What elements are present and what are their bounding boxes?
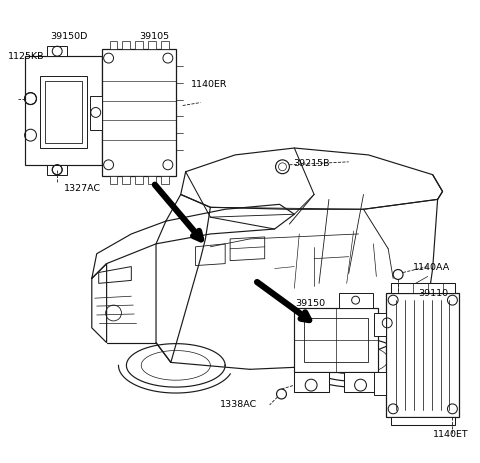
Polygon shape xyxy=(24,57,102,165)
Polygon shape xyxy=(161,42,169,50)
Polygon shape xyxy=(135,176,143,184)
Polygon shape xyxy=(304,318,369,363)
Text: 39105: 39105 xyxy=(139,32,169,41)
Text: 1338AC: 1338AC xyxy=(220,399,257,408)
Polygon shape xyxy=(378,313,396,333)
Text: 1140ET: 1140ET xyxy=(432,429,468,438)
Text: 39215B: 39215B xyxy=(293,158,330,168)
Polygon shape xyxy=(344,372,378,392)
Text: 1140AA: 1140AA xyxy=(413,262,450,271)
Text: 39110: 39110 xyxy=(418,289,448,298)
Text: 1125KB: 1125KB xyxy=(8,52,44,61)
Polygon shape xyxy=(122,176,131,184)
Polygon shape xyxy=(48,47,67,57)
Polygon shape xyxy=(109,176,118,184)
Polygon shape xyxy=(90,96,102,131)
Polygon shape xyxy=(386,294,459,417)
Polygon shape xyxy=(294,308,378,372)
Polygon shape xyxy=(102,50,176,176)
Polygon shape xyxy=(45,81,82,144)
Polygon shape xyxy=(48,165,67,175)
Polygon shape xyxy=(339,294,373,308)
Polygon shape xyxy=(135,42,143,50)
Text: 1327AC: 1327AC xyxy=(64,183,101,192)
Polygon shape xyxy=(374,372,386,395)
Polygon shape xyxy=(148,42,156,50)
Polygon shape xyxy=(122,42,131,50)
Polygon shape xyxy=(40,77,87,149)
Polygon shape xyxy=(391,284,456,294)
Polygon shape xyxy=(148,176,156,184)
Polygon shape xyxy=(294,372,329,392)
Polygon shape xyxy=(391,417,456,425)
Polygon shape xyxy=(374,313,386,336)
Text: 1140ER: 1140ER xyxy=(191,80,227,88)
Polygon shape xyxy=(109,42,118,50)
Polygon shape xyxy=(161,176,169,184)
Text: 39150D: 39150D xyxy=(50,32,88,41)
Text: 39150: 39150 xyxy=(295,299,325,307)
